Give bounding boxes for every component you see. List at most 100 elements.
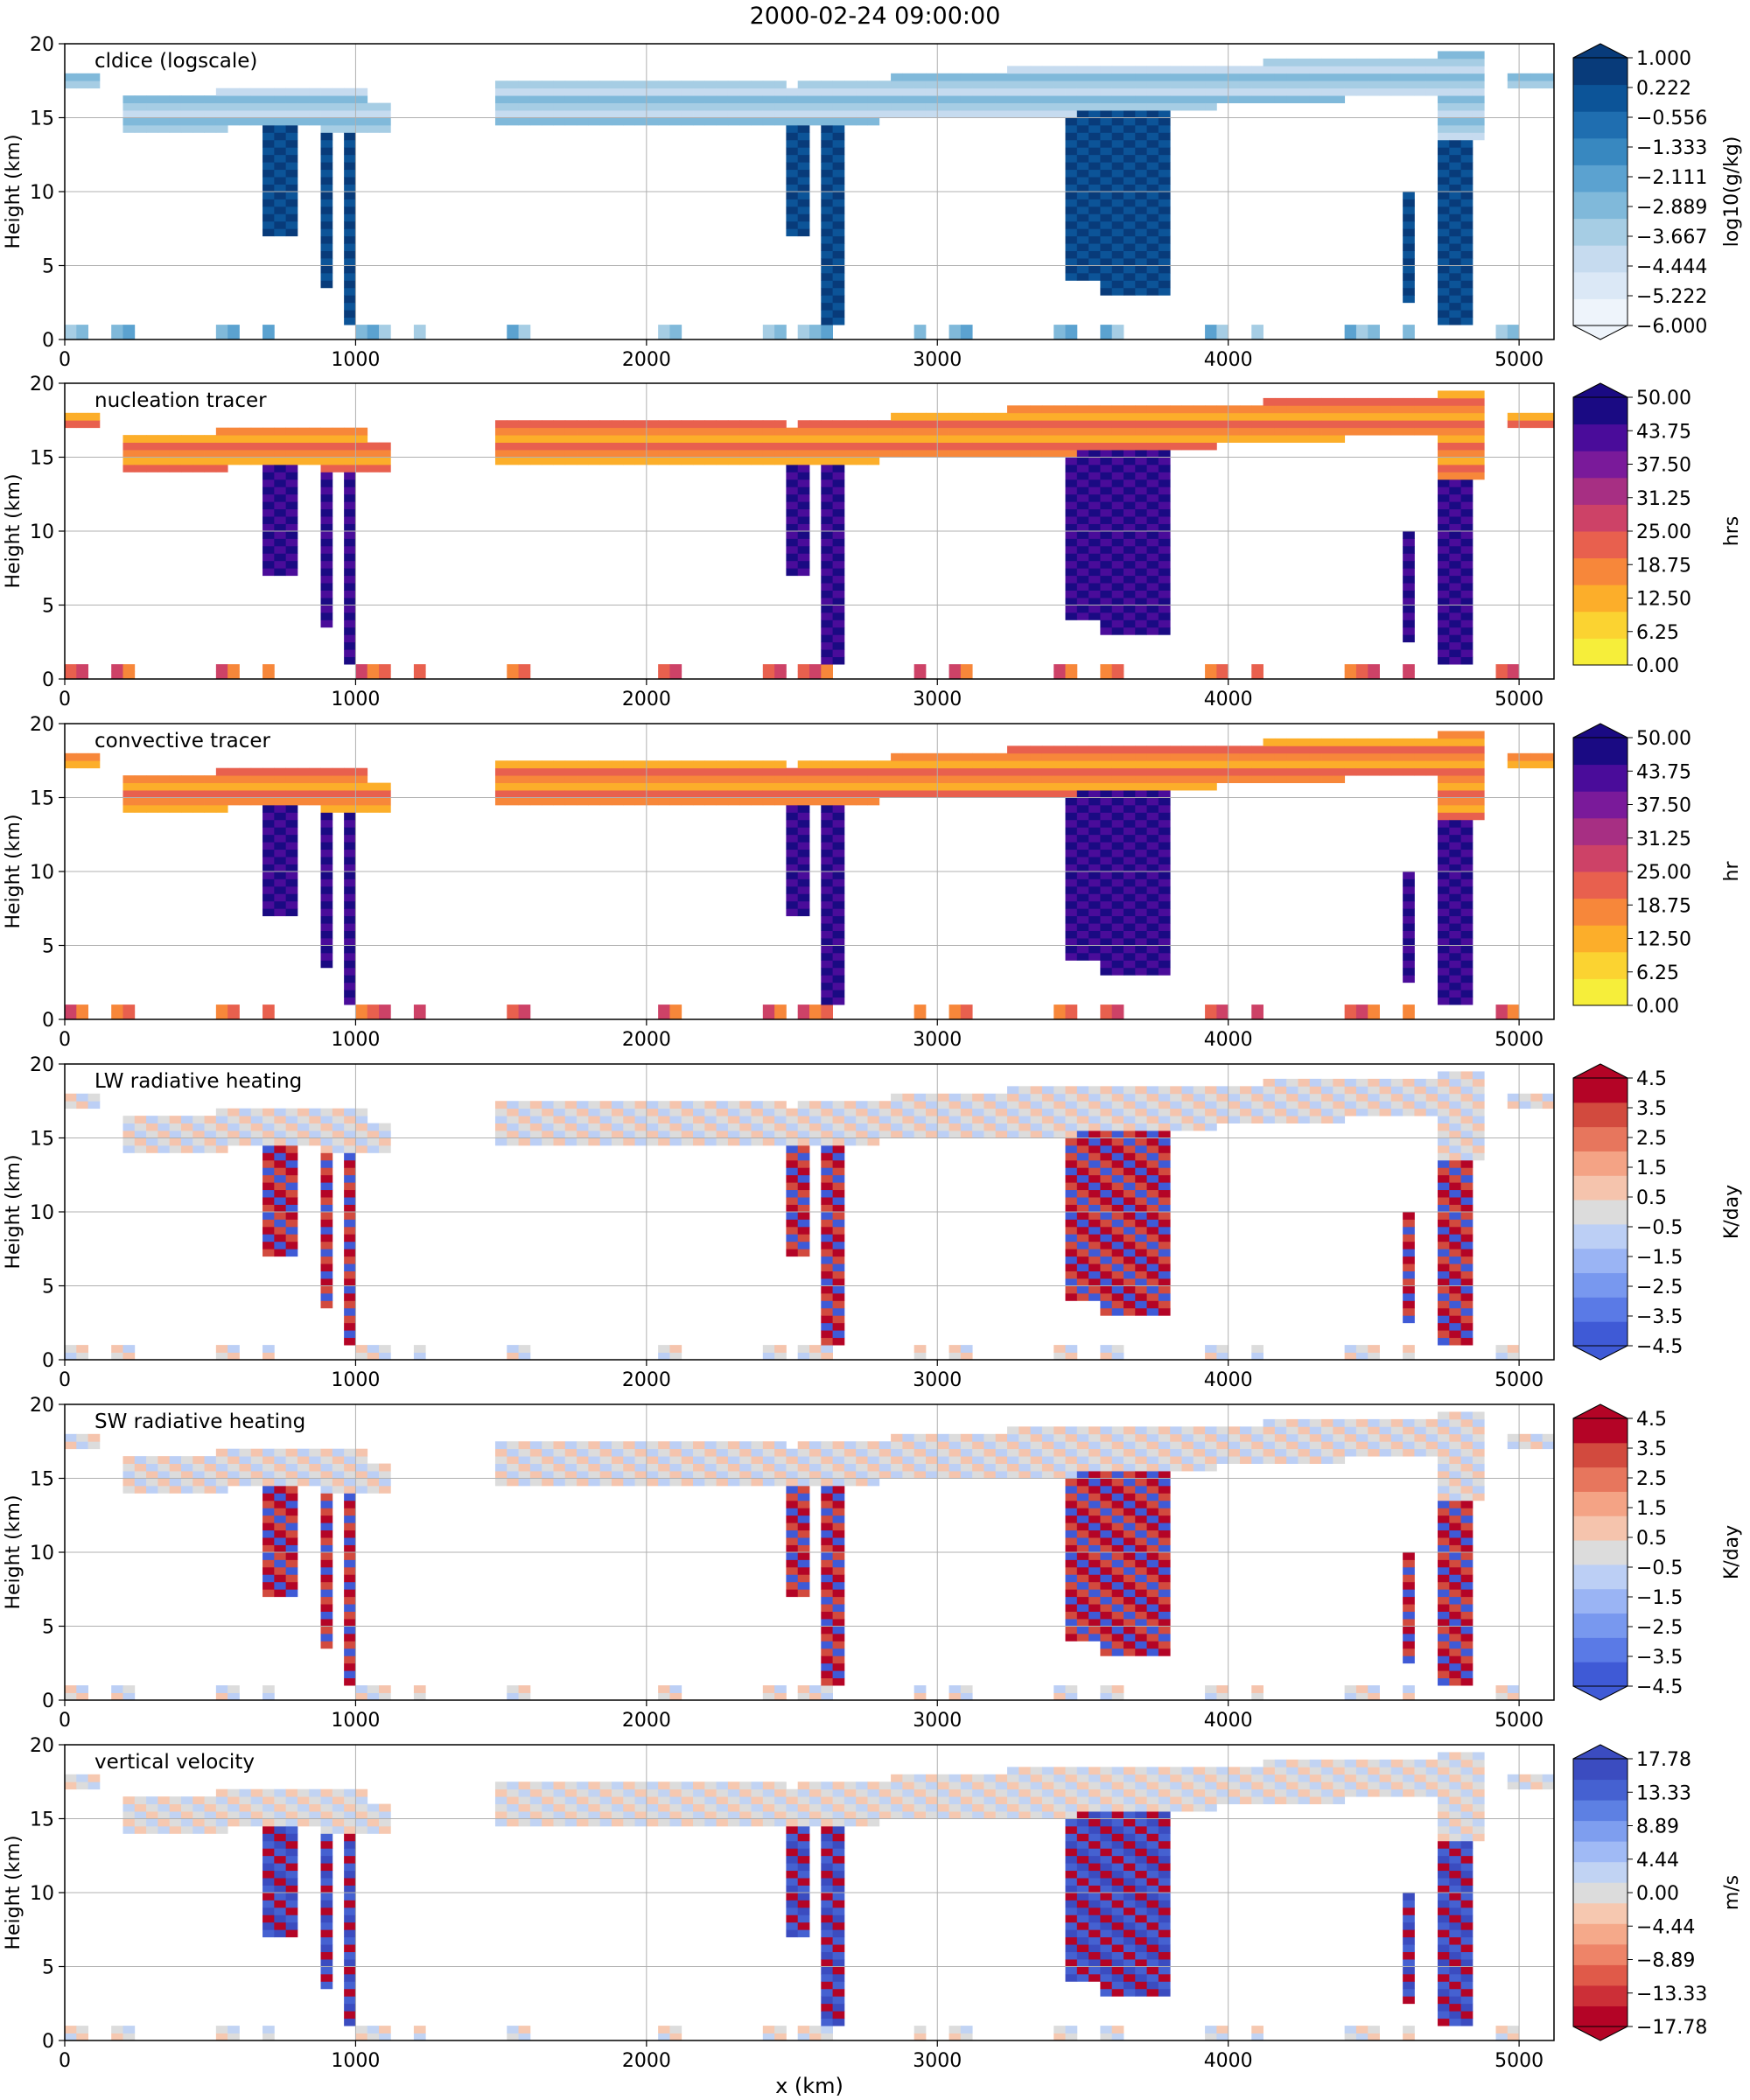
field-cell — [995, 412, 1008, 421]
field-cell — [1460, 184, 1474, 192]
field-cell — [925, 450, 938, 458]
field-cell — [274, 1189, 287, 1198]
field-cell — [1124, 199, 1136, 207]
field-cell — [832, 102, 845, 111]
field-cell — [727, 797, 740, 806]
field-cell — [1403, 626, 1415, 635]
field-cell — [262, 671, 275, 680]
field-cell — [1438, 1278, 1450, 1286]
field-cell — [344, 612, 356, 620]
field-cell — [320, 139, 333, 148]
field-cell — [693, 117, 705, 126]
field-cell — [344, 819, 356, 828]
field-cell — [1542, 412, 1555, 421]
field-cell — [239, 1138, 252, 1146]
field-cell — [355, 767, 368, 776]
field-cell — [1135, 420, 1148, 429]
field-cell — [1449, 560, 1462, 569]
field-cell — [1076, 73, 1089, 81]
field-cell — [1274, 767, 1287, 776]
field-cell — [1390, 66, 1404, 74]
field-cell — [1403, 878, 1415, 887]
field-cell — [1449, 1337, 1462, 1346]
field-cells — [65, 390, 1555, 680]
field-cell — [1088, 900, 1101, 909]
field-cell — [1333, 1116, 1346, 1124]
field-cell — [1076, 66, 1089, 74]
field-cell — [88, 73, 101, 81]
field-cell — [529, 95, 542, 103]
field-cell — [553, 1116, 566, 1124]
field-cell — [1100, 945, 1113, 954]
field-cell — [1088, 760, 1101, 769]
field-cell — [821, 656, 833, 665]
field-cell — [1088, 1116, 1101, 1124]
field-cell — [1368, 767, 1380, 776]
field-cell — [1135, 1270, 1148, 1279]
field-cell — [1124, 886, 1136, 894]
field-cell — [367, 457, 380, 466]
field-cell — [1403, 295, 1415, 304]
field-cell — [1158, 842, 1171, 850]
field-cell — [285, 169, 298, 178]
field-cell — [832, 878, 845, 887]
field-cell — [681, 450, 694, 458]
field-cell — [494, 760, 508, 769]
field-cell — [1146, 1212, 1159, 1220]
panel-label: nucleation tracer — [94, 389, 267, 412]
field-cell — [1460, 302, 1474, 311]
field-cell — [891, 80, 903, 89]
field-cell — [1076, 88, 1089, 96]
field-cell — [797, 819, 810, 828]
field-cell — [1403, 746, 1415, 754]
field-cell — [1449, 945, 1462, 954]
field-cell — [1158, 95, 1171, 103]
field-cell — [285, 124, 298, 133]
field-cell — [1111, 124, 1124, 133]
field-cell — [1449, 516, 1462, 524]
field-cell — [1146, 598, 1159, 606]
field-cell — [832, 243, 845, 251]
field-cell — [344, 310, 356, 318]
field-cell — [1460, 857, 1474, 864]
field-cell — [1193, 775, 1206, 783]
field-cell — [1460, 442, 1474, 451]
field-cell — [599, 782, 612, 791]
field-cell — [355, 427, 368, 436]
field-cell — [693, 95, 705, 103]
field-cell — [564, 1130, 578, 1138]
field-cell — [751, 88, 764, 96]
field-cell — [1054, 790, 1066, 798]
field-cell — [204, 435, 217, 443]
field-cell — [507, 775, 519, 783]
field-cell — [1449, 752, 1462, 761]
field-cell — [1181, 767, 1194, 776]
field-cell — [658, 420, 670, 429]
field-cell — [274, 1167, 287, 1176]
field-cell — [1472, 95, 1485, 103]
field-cell — [1030, 767, 1043, 776]
field-cell — [937, 95, 949, 103]
field-cell — [215, 435, 228, 443]
field-cell — [1438, 117, 1450, 126]
field-cell — [832, 1226, 845, 1235]
field-cell — [320, 1241, 333, 1250]
field-cell — [297, 1108, 310, 1116]
field-cell — [1239, 427, 1252, 436]
field-cell — [658, 1345, 670, 1353]
field-cell — [262, 872, 275, 879]
field-cell — [1158, 1189, 1171, 1198]
field-cell — [634, 435, 648, 443]
field-cell — [379, 804, 391, 813]
field-cell — [774, 427, 787, 436]
field-cell — [1414, 1093, 1427, 1102]
field-cell — [751, 110, 764, 118]
field-cell — [832, 952, 845, 961]
field-cell — [1111, 192, 1124, 200]
field-cell — [1065, 1012, 1078, 1020]
field-cell — [1088, 1197, 1101, 1205]
field-cell — [704, 1108, 718, 1116]
field-cell — [1076, 1108, 1089, 1116]
field-cell — [704, 767, 718, 776]
field-cell — [1309, 775, 1322, 783]
